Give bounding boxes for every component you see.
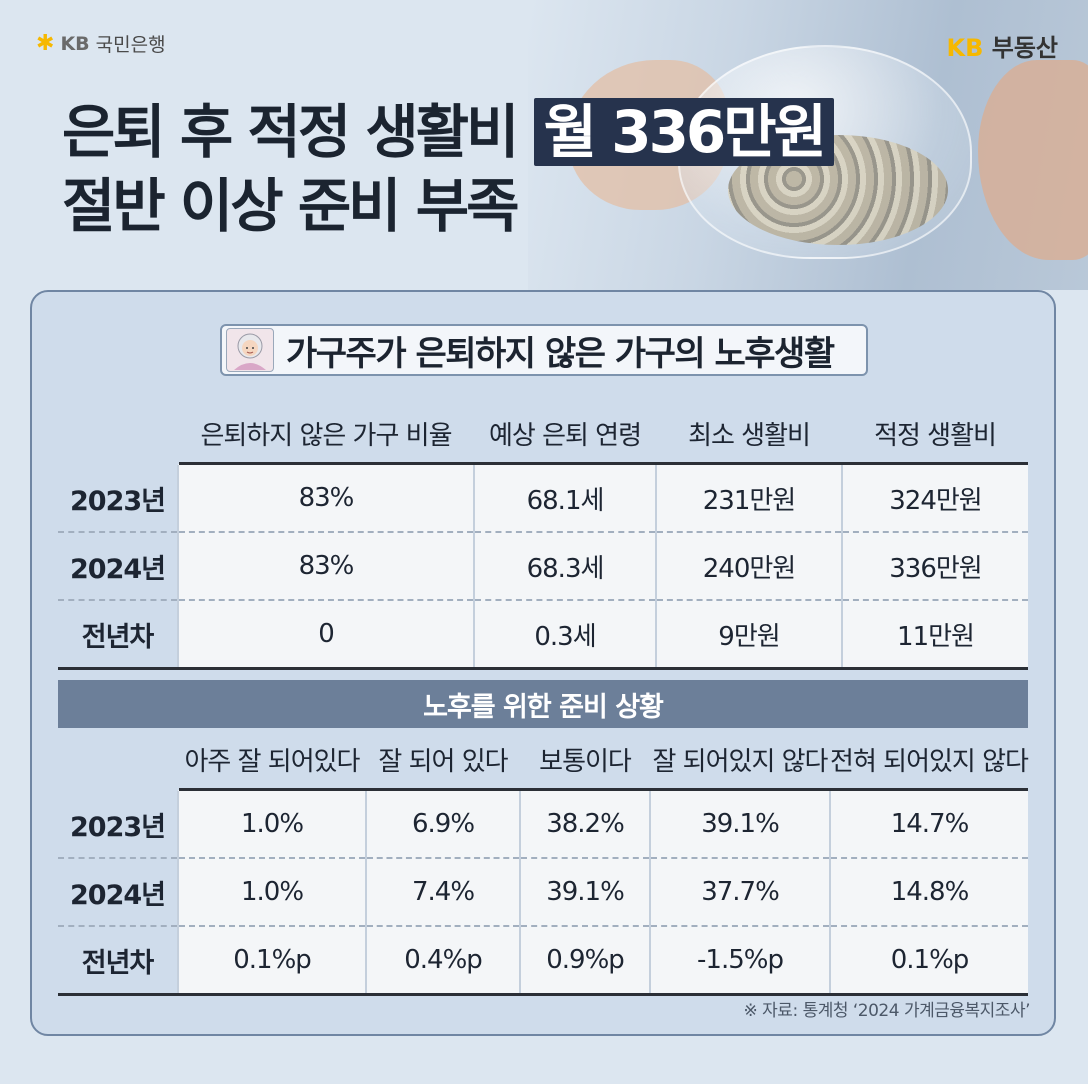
table-cell: 38.2% xyxy=(519,788,650,859)
table-row: 전년차 0 0.3세 9만원 11만원 xyxy=(58,600,1028,670)
kb-star-icon: ✱ xyxy=(36,31,55,56)
table-cell: 68.3세 xyxy=(473,532,656,601)
table-cell: 1.0% xyxy=(177,788,366,859)
kb-mark: KB xyxy=(60,32,90,55)
elderly-woman-icon xyxy=(226,328,274,372)
table-cell: 39.1% xyxy=(649,788,830,859)
row-label: 2024년 xyxy=(58,858,178,927)
retirement-readiness-table: 아주 잘 되어있다 잘 되어 있다 보통이다 잘 되어있지 않다 전혀 되어있지… xyxy=(58,730,1029,996)
table-cell: 336만원 xyxy=(841,532,1028,601)
column-header: 보통이다 xyxy=(539,746,632,777)
column-header: 적정 생활비 xyxy=(874,420,997,451)
table-cell: 7.4% xyxy=(365,858,520,927)
section2-title-bar: 노후를 위한 준비 상황 xyxy=(58,680,1028,728)
headline: 은퇴 후 적정 생활비 월 336만원 절반 이상 준비 부족 xyxy=(62,95,835,243)
section1-title-box: 가구주가 은퇴하지 않은 가구의 노후생활 xyxy=(220,324,868,376)
table-cell: 83% xyxy=(177,462,474,533)
row-label: 2024년 xyxy=(58,532,178,601)
column-header: 은퇴하지 않은 가구 비율 xyxy=(200,420,453,451)
row-label: 2023년 xyxy=(58,463,178,533)
column-header: 잘 되어있지 않다 xyxy=(652,746,829,777)
table2-header-row: 아주 잘 되어있다 잘 되어 있다 보통이다 잘 되어있지 않다 전혀 되어있지… xyxy=(58,730,1029,790)
headline-line-2: 절반 이상 준비 부족 xyxy=(62,172,519,240)
table-cell: -1.5%p xyxy=(649,926,830,996)
row-label: 전년차 xyxy=(58,600,178,670)
table1-header-row: 은퇴하지 않은 가구 비율 예상 은퇴 연령 최소 생활비 적정 생활비 xyxy=(58,404,1028,464)
kb-realestate-logo: KB 부동산 xyxy=(947,28,1059,63)
column-header: 잘 되어 있다 xyxy=(378,746,508,777)
kb-bank-logo: ✱ KB 국민은행 xyxy=(36,30,166,57)
row-label: 전년차 xyxy=(58,926,178,996)
table-cell: 6.9% xyxy=(365,788,520,859)
bank-name: 국민은행 xyxy=(95,34,166,56)
table-row: 2024년 83% 68.3세 240만원 336만원 xyxy=(58,532,1028,601)
table-cell: 14.8% xyxy=(829,858,1028,927)
right-hand-shape xyxy=(978,60,1088,260)
table-cell: 324만원 xyxy=(841,462,1028,533)
source-note: ※ 자료: 통계청 ‘2024 가계금융복지조사’ xyxy=(743,1001,1031,1021)
table-cell: 0 xyxy=(177,600,474,670)
section1-title: 가구주가 은퇴하지 않은 가구의 노후생활 xyxy=(286,333,835,374)
column-header: 최소 생활비 xyxy=(688,420,811,451)
column-header: 예상 은퇴 연령 xyxy=(488,420,642,451)
table-cell: 11만원 xyxy=(841,600,1028,670)
table1-corner xyxy=(58,404,178,464)
headline-highlight: 월 336만원 xyxy=(533,98,835,166)
column-header: 전혀 되어있지 않다 xyxy=(830,746,1029,777)
table-cell: 240만원 xyxy=(655,532,842,601)
kb-realestate-mark: KB xyxy=(946,34,984,62)
headline-line-1-text: 은퇴 후 적정 생활비 xyxy=(62,98,519,166)
table-cell: 1.0% xyxy=(177,858,366,927)
table-row: 2023년 1.0% 6.9% 38.2% 39.1% 14.7% xyxy=(58,788,1028,859)
row-label: 2023년 xyxy=(58,789,178,859)
table-cell: 83% xyxy=(177,532,474,601)
table-cell: 9만원 xyxy=(655,600,842,670)
table-cell: 68.1세 xyxy=(473,462,656,533)
table-cell: 37.7% xyxy=(649,858,830,927)
table-cell: 231만원 xyxy=(655,462,842,533)
table-cell: 0.3세 xyxy=(473,600,656,670)
column-header: 아주 잘 되어있다 xyxy=(184,746,361,777)
table-cell: 14.7% xyxy=(829,788,1028,859)
realestate-name: 부동산 xyxy=(991,34,1058,62)
piggy-bank-photo xyxy=(528,0,1088,290)
table-cell: 0.1%p xyxy=(829,926,1028,996)
headline-line-1: 은퇴 후 적정 생활비 월 336만원 xyxy=(62,95,835,169)
table-cell: 0.9%p xyxy=(519,926,650,996)
table-row: 전년차 0.1%p 0.4%p 0.9%p -1.5%p 0.1%p xyxy=(58,926,1028,996)
non-retired-household-table: 은퇴하지 않은 가구 비율 예상 은퇴 연령 최소 생활비 적정 생활비 202… xyxy=(58,404,1028,670)
table-row: 2023년 83% 68.1세 231만원 324만원 xyxy=(58,462,1028,533)
table-cell: 0.4%p xyxy=(365,926,520,996)
table-cell: 39.1% xyxy=(519,858,650,927)
table2-corner xyxy=(58,730,178,790)
table-row: 2024년 1.0% 7.4% 39.1% 37.7% 14.8% xyxy=(58,858,1028,927)
table-cell: 0.1%p xyxy=(177,926,366,996)
